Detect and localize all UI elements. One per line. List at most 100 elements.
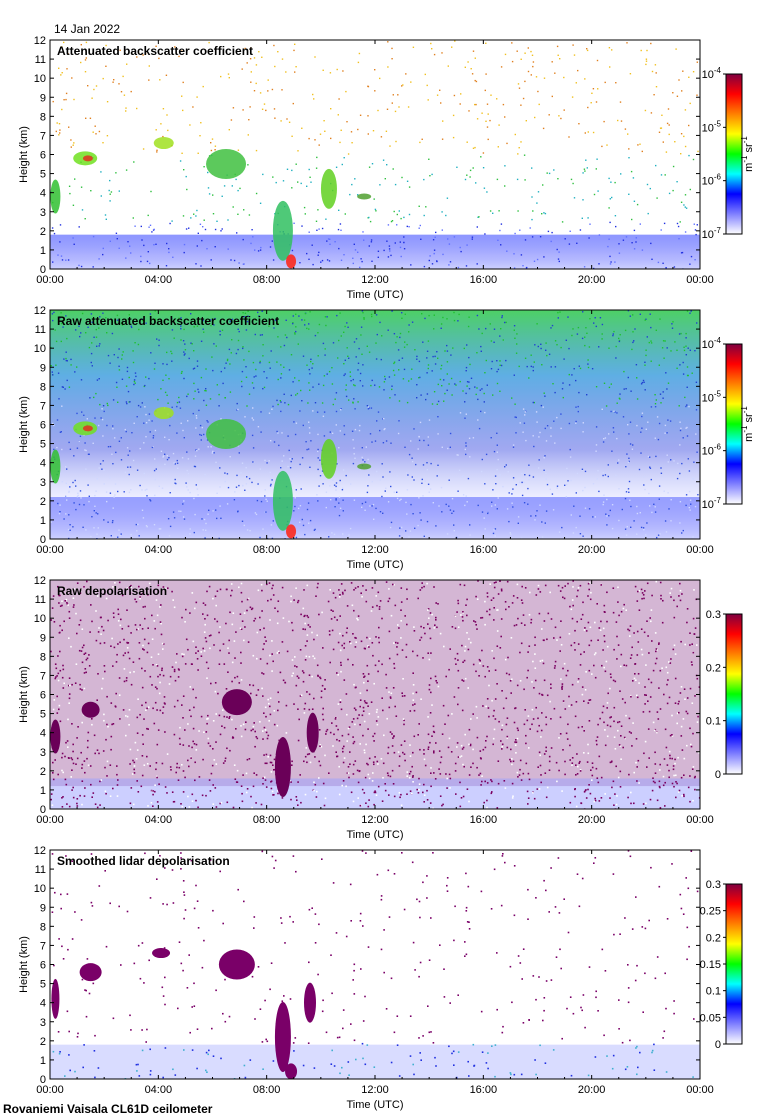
colorbar xyxy=(725,883,743,1045)
y-axis-label: Height (km) xyxy=(18,936,30,993)
x-axis-label: Time (UTC) xyxy=(346,1099,403,1111)
colorbar-tick-label: 10-7 xyxy=(702,496,722,511)
y-tick-label: 12 xyxy=(34,305,46,317)
y-tick-label: 11 xyxy=(35,54,46,66)
date-label: 14 Jan 2022 xyxy=(54,22,120,36)
panel-title: Raw attenuated backscatter coefficient xyxy=(57,314,279,328)
colorbar-unit-label: m-1 sr-1 xyxy=(740,406,755,442)
y-tick-label: 7 xyxy=(40,130,46,142)
colorbar xyxy=(725,73,743,235)
x-tick-label: 00:00 xyxy=(36,274,64,286)
x-axis-label: Time (UTC) xyxy=(346,289,403,301)
x-tick-label: 00:00 xyxy=(36,814,64,826)
y-tick-label: 10 xyxy=(34,343,46,355)
x-tick-label: 04:00 xyxy=(145,274,173,286)
colorbar-tick-label: 0.25 xyxy=(700,906,721,918)
x-tick-label: 00:00 xyxy=(686,274,714,286)
y-tick-label: 4 xyxy=(40,998,46,1010)
colorbar-tick-label: 10-7 xyxy=(702,226,722,241)
y-tick-label: 8 xyxy=(40,921,46,933)
colorbar-tick-label: 10-4 xyxy=(702,66,722,81)
x-tick-label: 08:00 xyxy=(253,544,281,556)
y-tick-label: 10 xyxy=(34,73,46,85)
x-tick-label: 12:00 xyxy=(361,814,389,826)
y-tick-label: 9 xyxy=(40,362,46,374)
y-tick-label: 6 xyxy=(40,420,46,432)
y-tick-label: 11 xyxy=(35,324,46,336)
y-tick-label: 5 xyxy=(40,979,46,991)
y-tick-label: 4 xyxy=(40,728,46,740)
x-axis-label: Time (UTC) xyxy=(346,559,403,571)
x-tick-label: 04:00 xyxy=(145,1084,173,1096)
y-tick-label: 1 xyxy=(40,785,46,797)
colorbar-tick-label: 0 xyxy=(715,769,721,781)
y-tick-label: 3 xyxy=(40,1017,46,1029)
y-tick-label: 1 xyxy=(40,515,46,527)
y-tick-label: 0 xyxy=(40,804,46,816)
x-tick-label: 00:00 xyxy=(686,544,714,556)
y-tick-label: 12 xyxy=(34,35,46,47)
y-tick-label: 5 xyxy=(40,439,46,451)
x-tick-label: 16:00 xyxy=(470,1084,498,1096)
y-axis-label: Height (km) xyxy=(18,396,30,453)
x-tick-label: 20:00 xyxy=(578,274,606,286)
x-axis-label: Time (UTC) xyxy=(346,829,403,841)
y-tick-label: 0 xyxy=(40,1074,46,1086)
y-tick-label: 10 xyxy=(34,883,46,895)
plot-area xyxy=(50,850,700,1079)
x-tick-label: 00:00 xyxy=(36,544,64,556)
plot-area xyxy=(50,40,700,269)
y-tick-label: 0 xyxy=(40,534,46,546)
y-tick-label: 1 xyxy=(40,1055,46,1067)
x-tick-label: 04:00 xyxy=(145,814,173,826)
panel-title: Smoothed lidar depolarisation xyxy=(57,854,230,868)
y-tick-label: 4 xyxy=(40,188,46,200)
x-tick-label: 16:00 xyxy=(470,814,498,826)
y-tick-label: 10 xyxy=(34,613,46,625)
x-tick-label: 12:00 xyxy=(361,544,389,556)
colorbar-tick-label: 0.2 xyxy=(706,662,721,674)
y-tick-label: 5 xyxy=(40,709,46,721)
y-tick-label: 8 xyxy=(40,651,46,663)
colorbar-tick-label: 0.15 xyxy=(700,959,721,971)
colorbar-tick-label: 0.3 xyxy=(706,609,721,621)
colorbar-tick-label: 0.3 xyxy=(706,879,721,891)
y-tick-label: 8 xyxy=(40,381,46,393)
heatmap-texture xyxy=(50,580,700,809)
colorbar-tick-label: 0.1 xyxy=(706,716,721,728)
x-tick-label: 20:00 xyxy=(578,814,606,826)
colorbar xyxy=(725,343,743,505)
x-tick-label: 04:00 xyxy=(145,544,173,556)
y-tick-label: 9 xyxy=(40,632,46,644)
x-tick-label: 16:00 xyxy=(470,274,498,286)
x-tick-label: 12:00 xyxy=(361,274,389,286)
y-axis-label: Height (km) xyxy=(18,666,30,723)
y-tick-label: 1 xyxy=(40,245,46,257)
heatmap-texture xyxy=(50,310,700,539)
y-tick-label: 2 xyxy=(40,1036,46,1048)
y-tick-label: 6 xyxy=(40,690,46,702)
y-tick-label: 2 xyxy=(40,496,46,508)
y-tick-label: 6 xyxy=(40,960,46,972)
colorbar-unit-label: m-1 sr-1 xyxy=(740,136,755,172)
y-tick-label: 12 xyxy=(34,575,46,587)
colorbar-tick-label: 0.05 xyxy=(700,1012,721,1024)
y-tick-label: 0 xyxy=(40,264,46,276)
y-tick-label: 11 xyxy=(35,594,46,606)
y-tick-label: 12 xyxy=(34,845,46,857)
y-tick-label: 3 xyxy=(40,477,46,489)
x-tick-label: 00:00 xyxy=(686,1084,714,1096)
y-tick-label: 8 xyxy=(40,111,46,123)
y-tick-label: 2 xyxy=(40,766,46,778)
x-tick-label: 20:00 xyxy=(578,1084,606,1096)
y-axis-label: Height (km) xyxy=(18,126,30,183)
x-tick-label: 12:00 xyxy=(361,1084,389,1096)
heatmap-texture xyxy=(50,850,700,1079)
y-tick-label: 3 xyxy=(40,747,46,759)
x-tick-label: 16:00 xyxy=(470,544,498,556)
heatmap-texture xyxy=(50,40,700,269)
